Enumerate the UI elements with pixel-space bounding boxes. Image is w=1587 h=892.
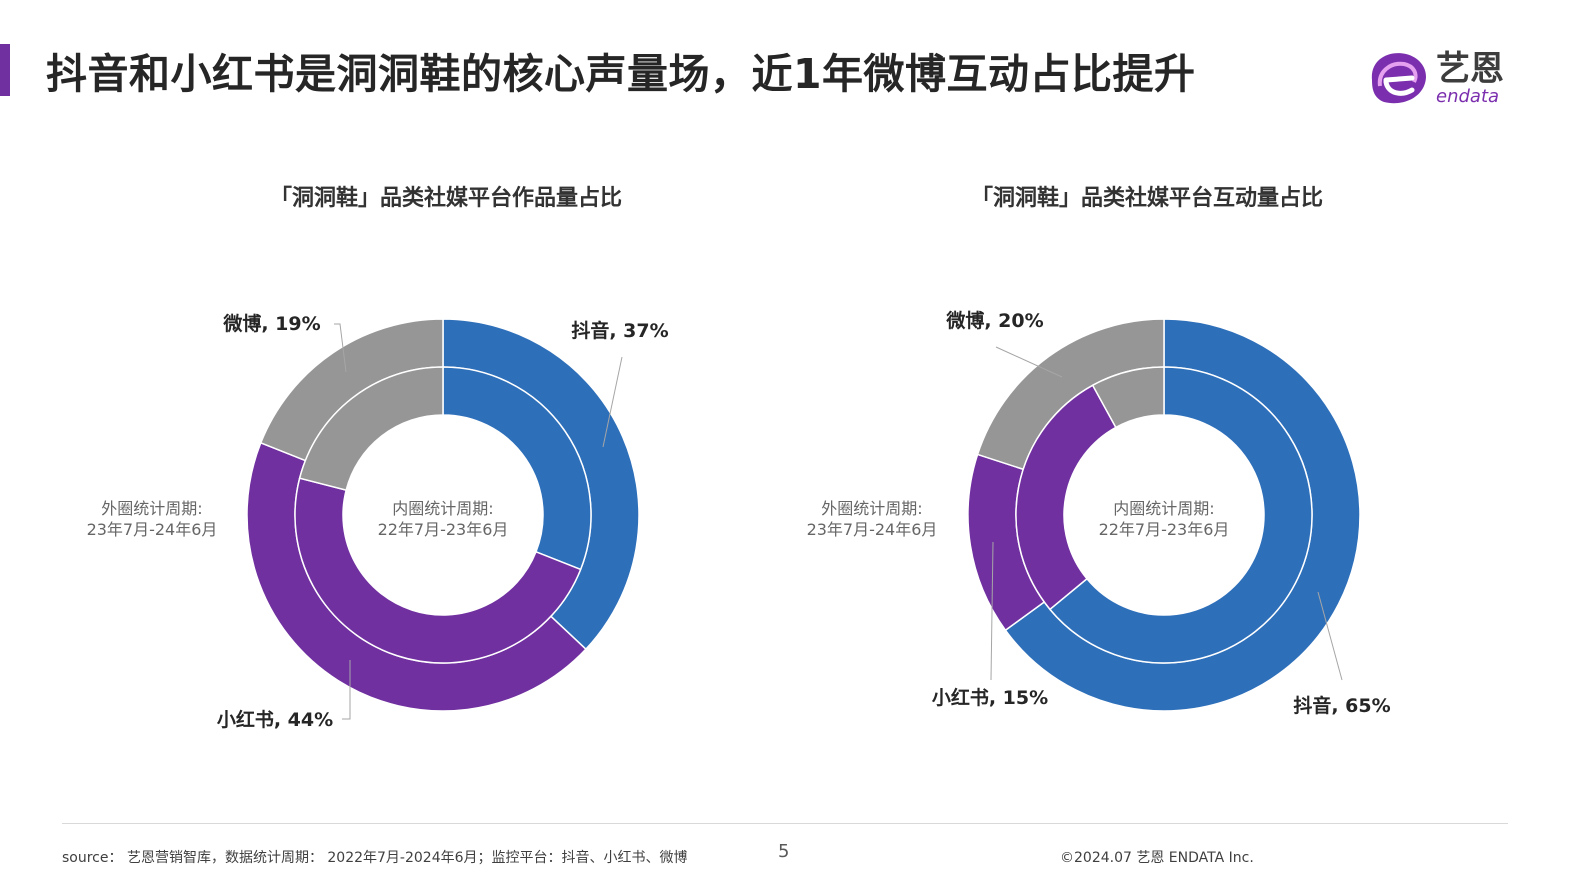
- chart-title: 「洞洞鞋」品类社媒平台互动量占比: [971, 185, 1323, 211]
- inner-period-line2: 22年7月-23年6月: [378, 520, 509, 539]
- chart-works-share: 「洞洞鞋」品类社媒平台作品量占比 内圈统计周期: 22年7月-23年6月 外圈统…: [87, 185, 669, 731]
- inner-ring: [1015, 366, 1313, 664]
- leader-line-weibo: [334, 323, 347, 373]
- endata-logo-icon: [1371, 53, 1426, 104]
- inner-slice-weibo: [1091, 366, 1165, 429]
- inner-slice-douyin: [442, 366, 592, 571]
- outer-period-line1: 外圈统计周期:: [821, 499, 922, 518]
- inner-slice-weibo: [298, 366, 444, 492]
- data-label-douyin: 抖音, 65%: [1293, 694, 1390, 717]
- data-label-xiaohongshu: 小红书, 44%: [217, 708, 333, 731]
- chart-interaction-share: 「洞洞鞋」品类社媒平台互动量占比 内圈统计周期: 22年7月-23年6月 外圈统…: [807, 185, 1391, 717]
- data-label-douyin: 抖音, 37%: [571, 319, 668, 342]
- outer-period-line1: 外圈统计周期:: [101, 499, 202, 518]
- data-label-weibo: 微博, 19%: [222, 312, 320, 335]
- logo-cn-text: 艺恩: [1436, 49, 1504, 89]
- footer-source: source： 艺恩营销智库，数据统计周期： 2022年7月-2024年6月；监…: [62, 850, 688, 866]
- leader-line-xiaohongshu: [342, 660, 351, 720]
- footer-copyright: ©2024.07 艺恩 ENDATA Inc.: [1060, 850, 1254, 866]
- inner-slice-xiaohongshu: [294, 477, 582, 664]
- page-title: 抖音和小红书是洞洞鞋的核心声量场，近1年微博互动占比提升: [46, 50, 1196, 98]
- chart-title: 「洞洞鞋」品类社媒平台作品量占比: [270, 185, 622, 211]
- leader-line-xiaohongshu: [990, 541, 994, 681]
- inner-period-line1: 内圈统计周期:: [392, 499, 493, 518]
- outer-period-line2: 23年7月-24年6月: [807, 520, 938, 539]
- outer-ring: [967, 318, 1361, 712]
- outer-period-line2: 23年7月-24年6月: [87, 520, 218, 539]
- logo-en-text: endata: [1436, 86, 1499, 107]
- inner-period-line2: 22年7月-23年6月: [1099, 520, 1230, 539]
- data-label-xiaohongshu: 小红书, 15%: [932, 686, 1048, 709]
- data-label-weibo: 微博, 20%: [945, 309, 1043, 332]
- inner-period-line1: 内圈统计周期:: [1113, 499, 1214, 518]
- leader-line-douyin: [602, 356, 623, 448]
- leader-line-douyin: [1317, 591, 1343, 681]
- footer-divider: [62, 823, 1508, 824]
- title-accent-bar: [0, 44, 10, 96]
- leader-line-weibo: [995, 346, 1063, 378]
- page-number: 5: [778, 841, 790, 862]
- endata-logo: 艺恩 endata: [1371, 49, 1504, 107]
- inner-ring: [294, 366, 592, 664]
- inner-slice-douyin: [1048, 366, 1313, 664]
